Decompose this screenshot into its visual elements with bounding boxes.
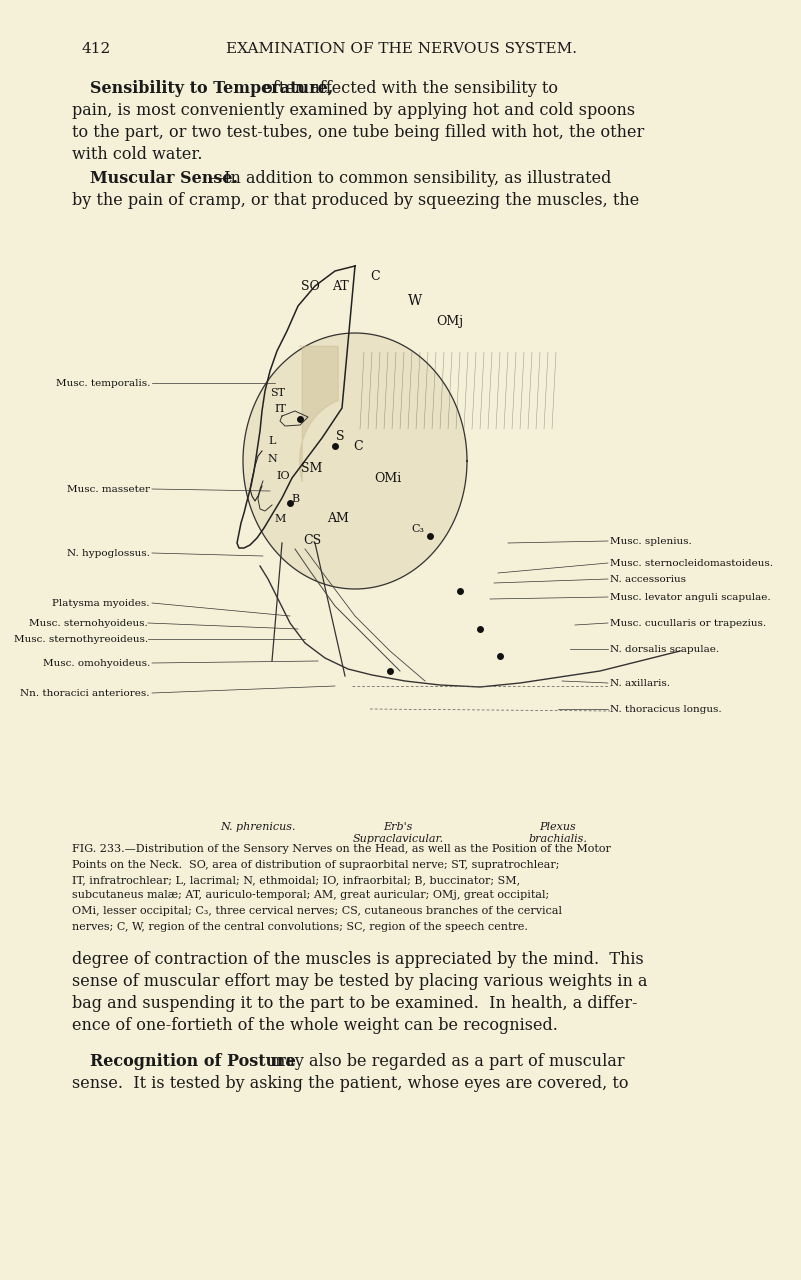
Text: N: N <box>267 454 277 463</box>
Polygon shape <box>243 333 467 589</box>
Text: Musc. sternothyreoideus.: Musc. sternothyreoideus. <box>14 635 148 644</box>
Text: C₃: C₃ <box>412 524 425 534</box>
Text: Nn. thoracici anteriores.: Nn. thoracici anteriores. <box>21 689 150 698</box>
Text: Musc. omohyoideus.: Musc. omohyoideus. <box>42 658 150 667</box>
Text: with cold water.: with cold water. <box>72 146 203 163</box>
Text: by the pain of cramp, or that produced by squeezing the muscles, the: by the pain of cramp, or that produced b… <box>72 192 639 209</box>
Text: bag and suspending it to the part to be examined.  In health, a differ-: bag and suspending it to the part to be … <box>72 995 638 1012</box>
Text: Erb's
Supraclavicular.: Erb's Supraclavicular. <box>352 822 444 844</box>
Text: Muscular Sense.: Muscular Sense. <box>90 170 238 187</box>
Text: FIG. 233.—Distribution of the Sensory Nerves on the Head, as well as the Positio: FIG. 233.—Distribution of the Sensory Ne… <box>72 844 611 854</box>
Text: sense of muscular effort may be tested by placing various weights in a: sense of muscular effort may be tested b… <box>72 973 647 989</box>
Text: N. accessorius: N. accessorius <box>610 575 686 584</box>
Text: IT: IT <box>274 404 286 413</box>
Text: Plexus
brachialis.: Plexus brachialis. <box>529 822 587 844</box>
Text: ST: ST <box>271 388 285 398</box>
Text: Musc. cucullaris or trapezius.: Musc. cucullaris or trapezius. <box>610 618 766 627</box>
Text: IO: IO <box>276 471 290 481</box>
Text: subcutaneus malæ; AT, auriculo-temporal; AM, great auricular; OMj, great occipit: subcutaneus malæ; AT, auriculo-temporal;… <box>72 891 549 901</box>
Text: —In addition to common sensibility, as illustrated: —In addition to common sensibility, as i… <box>208 170 611 187</box>
Text: N. axillaris.: N. axillaris. <box>610 678 670 687</box>
Text: C: C <box>353 440 363 453</box>
Text: OMj: OMj <box>437 315 464 328</box>
Text: ence of one-fortieth of the whole weight can be recognised.: ence of one-fortieth of the whole weight… <box>72 1018 557 1034</box>
Text: Platysma myoides.: Platysma myoides. <box>53 599 150 608</box>
Text: SO: SO <box>300 279 320 293</box>
Text: AM: AM <box>327 512 349 526</box>
Text: N. phrenicus.: N. phrenicus. <box>220 822 296 832</box>
Text: nerves; C, W, region of the central convolutions; SC, region of the speech centr: nerves; C, W, region of the central conv… <box>72 922 528 932</box>
Text: AT: AT <box>332 279 348 293</box>
Text: IT, infratrochlear; L, lacrimal; N, ethmoidal; IO, infraorbital; B, buccinator; : IT, infratrochlear; L, lacrimal; N, ethm… <box>72 876 520 884</box>
Text: N. dorsalis scapulae.: N. dorsalis scapulae. <box>610 645 719 654</box>
Text: sense.  It is tested by asking the patient, whose eyes are covered, to: sense. It is tested by asking the patien… <box>72 1075 629 1092</box>
Text: to the part, or two test-tubes, one tube being filled with hot, the other: to the part, or two test-tubes, one tube… <box>72 124 644 141</box>
Text: C: C <box>370 270 380 283</box>
Text: Musc. levator anguli scapulae.: Musc. levator anguli scapulae. <box>610 593 771 602</box>
Text: 412: 412 <box>82 42 111 56</box>
Text: L: L <box>268 436 276 445</box>
Text: degree of contraction of the muscles is appreciated by the mind.  This: degree of contraction of the muscles is … <box>72 951 644 968</box>
Text: Musc. sternohyoideus.: Musc. sternohyoideus. <box>30 618 148 627</box>
Text: Musc. splenius.: Musc. splenius. <box>610 536 692 545</box>
Text: SM: SM <box>301 462 323 475</box>
Text: S: S <box>336 430 344 443</box>
Text: OMi, lesser occipital; C₃, three cervical nerves; CS, cutaneous branches of the : OMi, lesser occipital; C₃, three cervica… <box>72 906 562 916</box>
Text: Musc. temporalis.: Musc. temporalis. <box>55 379 150 388</box>
Text: pain, is most conveniently examined by applying hot and cold spoons: pain, is most conveniently examined by a… <box>72 102 635 119</box>
Text: often affected with the sensibility to: often affected with the sensibility to <box>258 79 558 97</box>
Text: W: W <box>408 294 422 308</box>
Text: B: B <box>291 494 299 504</box>
Text: Musc. sternocleidomastoideus.: Musc. sternocleidomastoideus. <box>610 558 773 567</box>
Text: N. hypoglossus.: N. hypoglossus. <box>67 549 150 558</box>
Text: EXAMINATION OF THE NERVOUS SYSTEM.: EXAMINATION OF THE NERVOUS SYSTEM. <box>226 42 577 56</box>
Text: Points on the Neck.  SO, area of distribution of supraorbital nerve; ST, supratr: Points on the Neck. SO, area of distribu… <box>72 859 560 869</box>
Text: Sensibility to Temperature,: Sensibility to Temperature, <box>90 79 333 97</box>
Text: Musc. masseter: Musc. masseter <box>67 485 150 494</box>
Text: may also be regarded as a part of muscular: may also be regarded as a part of muscul… <box>265 1053 625 1070</box>
Text: CS: CS <box>303 535 321 548</box>
Text: N. thoracicus longus.: N. thoracicus longus. <box>610 704 722 713</box>
Text: M: M <box>274 515 286 524</box>
Text: OMi: OMi <box>374 472 401 485</box>
Text: Recognition of Posture: Recognition of Posture <box>90 1053 296 1070</box>
